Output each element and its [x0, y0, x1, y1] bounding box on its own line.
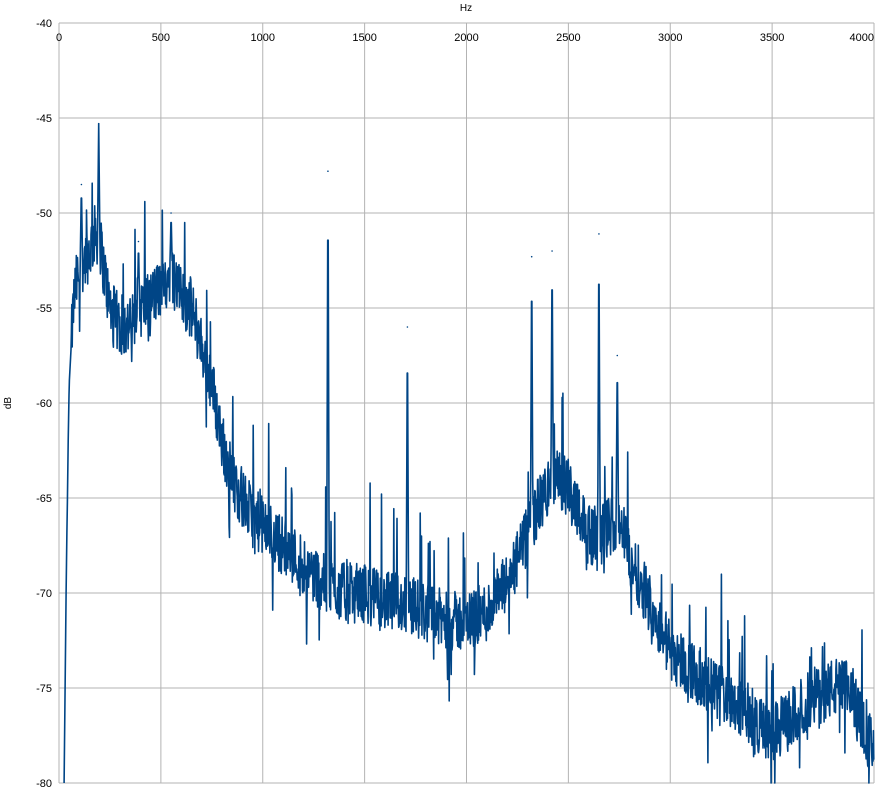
y-tick-label: -65: [36, 493, 52, 505]
x-axis-title: Hz: [460, 3, 472, 14]
y-tick-label: -75: [36, 683, 52, 695]
x-tick-label: 1000: [251, 32, 275, 44]
grid: [58, 22, 875, 784]
x-tick-label: 500: [152, 32, 170, 44]
series-line: [63, 122, 875, 784]
y-tick-label: -70: [36, 588, 52, 600]
y-tick-label: -50: [36, 208, 52, 220]
x-tick-label: 3000: [658, 32, 682, 44]
y-tick-label: -60: [36, 398, 52, 410]
peak-point: [598, 233, 600, 235]
series-layer: [63, 122, 875, 784]
x-tick-label: 2000: [454, 32, 478, 44]
x-tick-label: 4000: [850, 32, 874, 44]
y-tick-label: -40: [36, 18, 52, 30]
y-tick-label: -45: [36, 113, 52, 125]
tick-labels: 0 500 1000 1500 2000 2500 3000 3500 4000 -40 -45 -5…: [36, 18, 874, 790]
peak-point: [137, 240, 140, 243]
peak-point: [406, 326, 409, 328]
peak-point: [170, 212, 172, 214]
peak-point: [80, 183, 83, 186]
peak-point: [616, 354, 619, 357]
y-tick-label: -55: [36, 303, 52, 315]
peak-point: [327, 170, 329, 172]
x-tick-label: 1500: [352, 32, 376, 44]
y-tick-label: -80: [36, 778, 52, 790]
peak-point: [551, 250, 553, 252]
x-tick-label: 0: [56, 32, 62, 44]
peak-point: [530, 255, 533, 258]
x-tick-label: 2500: [556, 32, 580, 44]
x-tick-label: 3500: [760, 32, 784, 44]
peak-point: [97, 122, 100, 125]
y-axis-title: dB: [3, 397, 14, 410]
